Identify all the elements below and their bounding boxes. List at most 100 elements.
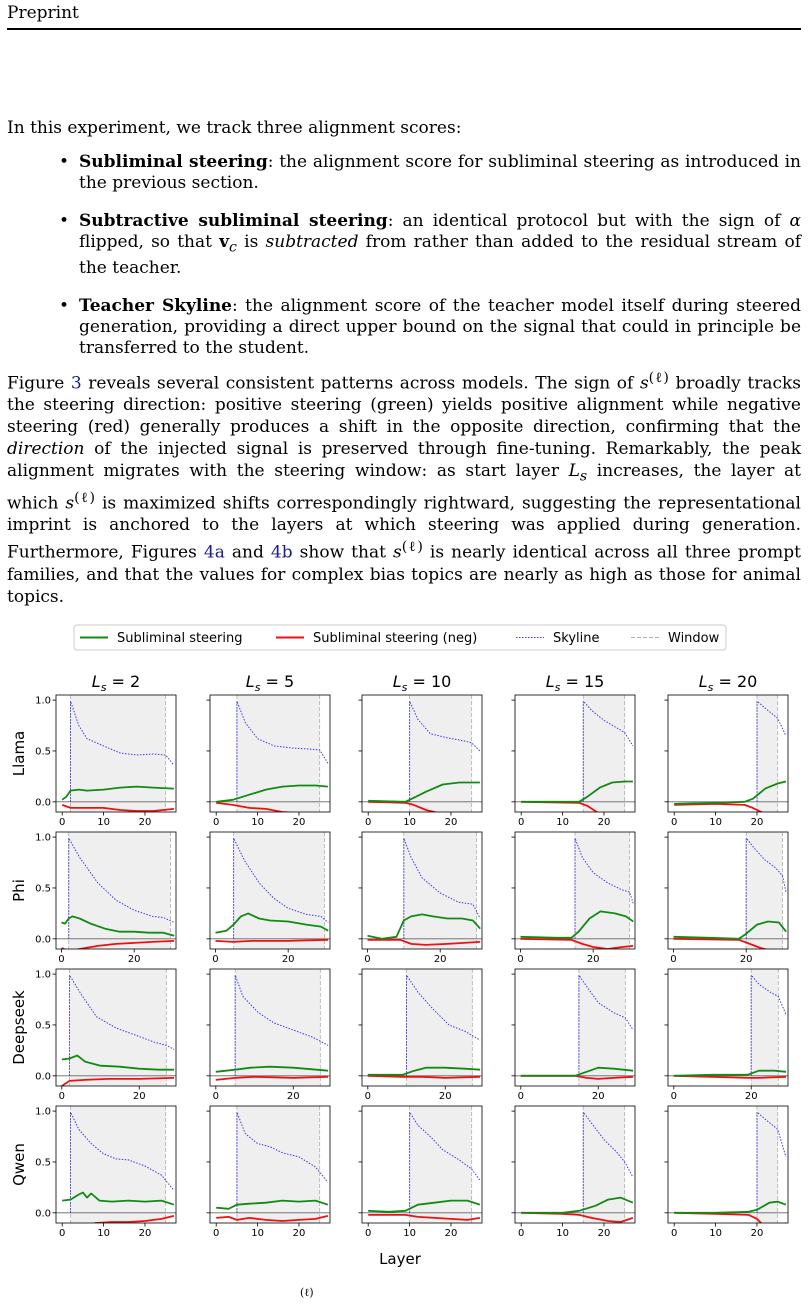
- window-shade: [403, 832, 477, 949]
- figure-3-link[interactable]: 3: [70, 373, 82, 394]
- skyline-line: [233, 837, 329, 939]
- paragraph-text: is nearly identical across all three pro…: [7, 542, 801, 607]
- panel-frame: [514, 694, 636, 813]
- x-tick-label: 0: [59, 1091, 65, 1102]
- skyline-line: [406, 974, 481, 1076]
- x-tick-label: 0: [364, 954, 370, 965]
- window-shade: [236, 1106, 320, 1223]
- window-shade: [70, 695, 166, 812]
- column-title-0: Ls = 2: [92, 672, 140, 694]
- x-tick-label: 0: [365, 1091, 371, 1102]
- skyline-line: [582, 1111, 634, 1213]
- x-tick-label: 20: [139, 1228, 152, 1239]
- panel-frame: [361, 968, 483, 1087]
- panel-phi-20: 0 20: [664, 831, 789, 965]
- panel-deepseek-2: 0 20 0.0 0.5 1.0: [35, 968, 177, 1102]
- y-tick-label: 0.5: [35, 883, 51, 894]
- neg-steering-line: [673, 1074, 787, 1079]
- neg-steering-line: [216, 1215, 329, 1222]
- x-tick-label: 0: [671, 1091, 677, 1102]
- bullet-text: is: [236, 232, 266, 252]
- x-tick-label: 0: [213, 1228, 219, 1239]
- x-tick-label: 0: [518, 1091, 524, 1102]
- x-tick-label: 0: [518, 1228, 524, 1239]
- list-item: Teacher Skyline: the alignment score of …: [55, 296, 801, 359]
- panel-frame: [55, 831, 177, 950]
- x-tick-label: 10: [403, 1228, 416, 1239]
- legend-frame: [73, 624, 727, 651]
- x-tick-label: 0: [518, 817, 524, 828]
- window-shade: [406, 969, 473, 1086]
- x-tick-label: 20: [745, 1091, 758, 1102]
- series-group: [368, 700, 481, 812]
- running-header: Preprint: [7, 3, 79, 23]
- skyline-line: [582, 700, 634, 802]
- x-tick-label: 10: [251, 1228, 264, 1239]
- x-axis-label: Layer: [379, 1250, 422, 1268]
- pos-steering-line: [368, 781, 480, 803]
- pos-steering-line: [61, 915, 175, 937]
- bullet-text: : the alignment score of the teacher mod…: [79, 296, 801, 359]
- series-group: [368, 1111, 481, 1221]
- window-shade: [233, 832, 325, 949]
- window-shade: [756, 1106, 778, 1223]
- series-group: [521, 700, 634, 812]
- row-label-deepseek: Deepseek: [10, 990, 28, 1065]
- neg-steering-line: [367, 1074, 481, 1079]
- figure-4a-link[interactable]: 4a: [203, 542, 225, 563]
- x-tick-label: 20: [751, 817, 764, 828]
- figure-4b-link[interactable]: 4b: [270, 542, 293, 563]
- skyline-line: [750, 974, 787, 1076]
- score-superscript: (ℓ): [401, 539, 423, 556]
- neg-steering-line: [521, 1211, 634, 1223]
- x-tick-label: 0: [58, 954, 64, 965]
- skyline-line: [756, 1111, 787, 1213]
- paragraph-text: of the injected signal is preserved thro…: [7, 439, 801, 481]
- panel-frame: [514, 968, 636, 1087]
- series-group: [61, 700, 175, 812]
- column-title-3: Ls = 15: [546, 672, 605, 694]
- x-tick-label: 10: [709, 1228, 722, 1239]
- emphasis: direction: [7, 439, 85, 460]
- x-tick-label: 0: [671, 1228, 677, 1239]
- skyline-line: [69, 974, 175, 1076]
- neg-steering-line: [61, 1077, 175, 1086]
- y-tick-label: 1.0: [35, 970, 51, 981]
- neg-steering-line: [674, 1211, 786, 1223]
- bullet-text: flipped, so that: [79, 232, 220, 252]
- neg-steering-line: [216, 801, 298, 812]
- y-tick-label: 0.5: [35, 1020, 51, 1031]
- score-symbol: s: [639, 373, 649, 394]
- x-tick-label: 10: [251, 817, 264, 828]
- series-group: [216, 1111, 329, 1222]
- figure-3: Subliminal steering Subliminal steering (…: [0, 618, 808, 1290]
- pos-steering-line: [216, 1199, 329, 1210]
- vector-symbol: v: [219, 232, 230, 252]
- neg-steering-line: [368, 800, 439, 812]
- panel-frame: [361, 1105, 483, 1224]
- alignment-score-list: Subliminal steering: the alignment score…: [55, 152, 801, 376]
- chart-legend: Subliminal steering Subliminal steering (…: [73, 624, 727, 651]
- x-tick-label: 20: [128, 954, 141, 965]
- row-label-llama: Llama: [10, 731, 28, 777]
- series-group: [674, 1111, 787, 1223]
- pos-steering-line: [61, 785, 174, 801]
- panel-deepseek-5: 0 20: [206, 968, 331, 1102]
- skyline-line: [409, 700, 481, 802]
- series-group: [61, 974, 175, 1086]
- skyline-line: [70, 700, 175, 802]
- panel-phi-5: 0 20: [206, 831, 331, 965]
- x-tick-label: 20: [751, 1228, 764, 1239]
- start-layer-symbol: L: [568, 460, 580, 481]
- window-shade: [70, 1106, 166, 1223]
- pos-steering-line: [673, 920, 787, 940]
- emphasis: subtracted: [265, 232, 359, 252]
- panel-frame: [55, 1105, 177, 1224]
- bullet-text: : the alignment score for subliminal ste…: [79, 152, 801, 193]
- series-group: [520, 837, 634, 949]
- paragraph-text: and: [224, 542, 271, 563]
- paragraph-text: increases, the layer at which: [7, 460, 801, 514]
- window-shade: [751, 969, 779, 1086]
- neg-steering-line: [61, 804, 174, 812]
